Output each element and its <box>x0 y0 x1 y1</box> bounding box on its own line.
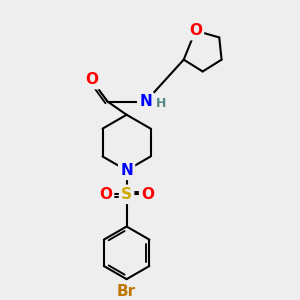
Text: H: H <box>156 98 166 110</box>
Text: O: O <box>189 23 202 38</box>
Text: N: N <box>120 163 133 178</box>
Text: O: O <box>85 72 98 87</box>
Text: O: O <box>141 187 154 202</box>
Text: N: N <box>139 94 152 109</box>
Text: O: O <box>99 187 112 202</box>
Text: Br: Br <box>117 284 136 299</box>
Text: S: S <box>121 187 132 202</box>
